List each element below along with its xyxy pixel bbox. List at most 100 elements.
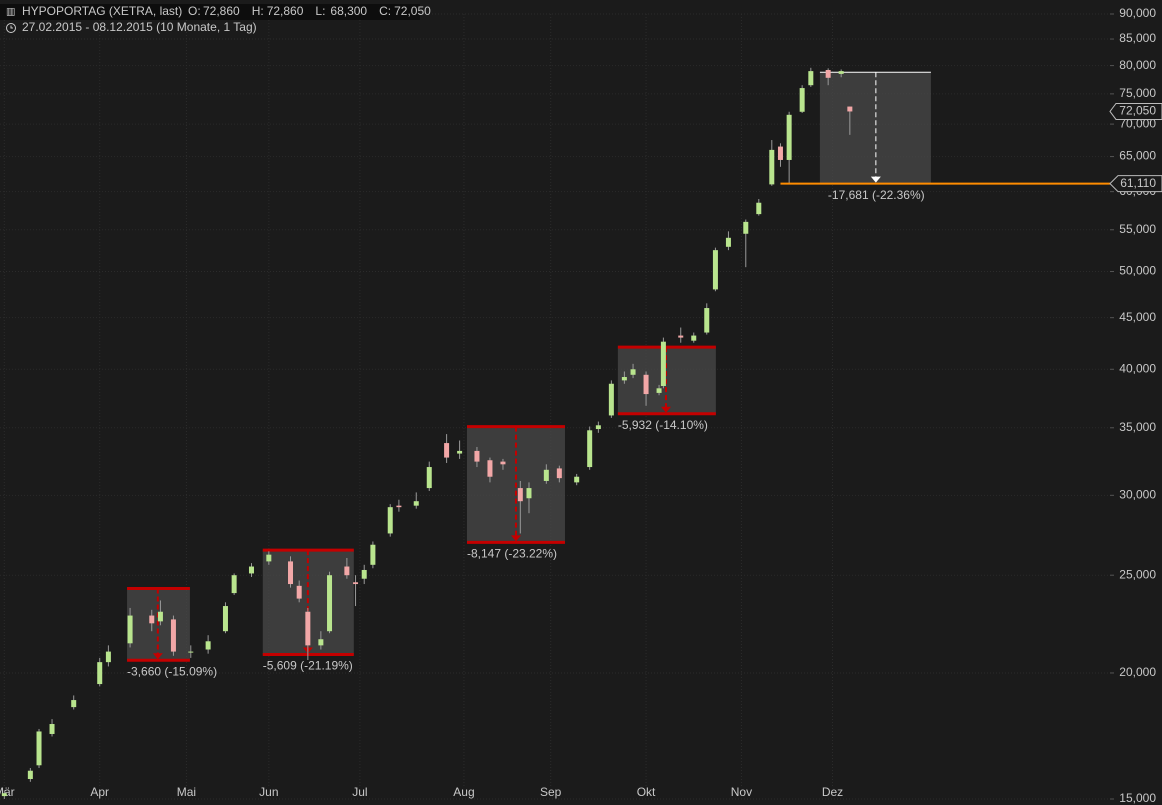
candle-body [170, 619, 176, 652]
candle-body [691, 335, 697, 341]
quote-key: H: [252, 4, 264, 18]
quote-key: C: [379, 4, 391, 18]
x-tick-label: Mär [0, 785, 15, 799]
drawdown-label: -3,660 (-15.09%) [127, 664, 217, 678]
candle-body [756, 202, 762, 215]
candle-body [157, 611, 163, 622]
candle-body [318, 639, 324, 646]
candle-body [487, 460, 493, 477]
candle-body [474, 450, 480, 462]
quote-value: 72,050 [394, 4, 431, 18]
candle-body [526, 488, 532, 499]
x-tick-label: Dez [822, 785, 843, 799]
candle-body [71, 700, 77, 708]
candle-body [799, 88, 805, 112]
candle-body [344, 566, 350, 576]
y-tick-label: 40,000 [1119, 361, 1156, 375]
candle-body [838, 71, 844, 74]
chart-icon: ▥ [6, 7, 15, 18]
last-price-tag [1109, 102, 1162, 120]
quote-value: 72,860 [267, 4, 304, 18]
drawdown-label: -17,681 (-22.36%) [828, 188, 925, 202]
candle-body [396, 505, 402, 508]
arrow-head [661, 406, 671, 413]
candle-body [105, 651, 111, 663]
candle-body [266, 554, 272, 562]
candle-body [704, 308, 710, 333]
candle-body [725, 237, 731, 247]
candle-body [825, 70, 831, 78]
candle-body [296, 585, 302, 599]
candle-body [353, 582, 359, 585]
candle-body [808, 71, 814, 86]
y-tick-label: 20,000 [1119, 665, 1156, 679]
quote-value: 68,300 [330, 4, 367, 18]
quote-value: 72,860 [203, 4, 240, 18]
candle-body [327, 575, 333, 632]
y-tick-label: 65,000 [1119, 149, 1156, 163]
x-tick-label: Mai [177, 785, 196, 799]
arrow-head [152, 653, 163, 660]
y-tick-label: 85,000 [1119, 31, 1156, 45]
candle-body [1, 793, 7, 797]
arrow-head [870, 176, 881, 183]
candle-body [127, 615, 133, 644]
candle-body [188, 651, 194, 653]
header-bg [0, 4, 420, 20]
drawdown-label: -5,609 (-21.19%) [263, 659, 353, 673]
y-tick-label: 80,000 [1119, 58, 1156, 72]
candle-body [426, 467, 432, 489]
y-tick-label: 50,000 [1119, 264, 1156, 278]
x-tick-label: Apr [90, 785, 109, 799]
candle-body [777, 146, 783, 160]
y-tick-label: 35,000 [1119, 420, 1156, 434]
candle-body [444, 443, 450, 458]
candle-body [595, 425, 601, 430]
y-tick-label: 15,000 [1119, 791, 1156, 805]
candle-body [660, 341, 666, 387]
quote-key: O: [188, 4, 201, 18]
candle-body [608, 383, 614, 416]
x-tick-label: Jul [352, 785, 367, 799]
candle-body [27, 770, 33, 780]
candle-body [288, 561, 294, 585]
candle-body [656, 388, 662, 393]
candle-body [556, 468, 562, 479]
drawdown-label: -8,147 (-23.22%) [467, 547, 557, 561]
arrow-head [510, 535, 521, 542]
candle-body [457, 450, 463, 454]
candle-body [743, 221, 749, 234]
candle-body [149, 615, 155, 624]
clock-hands [10, 25, 13, 29]
x-tick-label: Okt [637, 785, 656, 799]
date-range: 27.02.2015 - 08.12.2015 (10 Monate, 1 Ta… [22, 20, 257, 34]
candle-body [574, 476, 580, 483]
overlay: 61,110 72,050 [780, 102, 1162, 193]
y-tick-label: 75,000 [1119, 86, 1156, 100]
candle-body [222, 606, 228, 632]
last-price-label: 72,050 [1119, 104, 1156, 118]
candle-body [847, 106, 853, 112]
candle-body [643, 374, 649, 395]
drawdowns: -3,660 (-15.09%) -5,609 (-21.19%) -8,147 (… [127, 71, 931, 678]
candle-body [36, 731, 42, 766]
candle-body [769, 149, 775, 185]
candle-body [587, 430, 593, 468]
candle-body [678, 335, 684, 338]
clock-icon [6, 23, 16, 33]
y-tick-label: 30,000 [1119, 487, 1156, 501]
x-tick-label: Jun [259, 785, 278, 799]
candle-body [712, 250, 718, 290]
symbol: HYPOPORTAG (XETRA, last) [22, 4, 182, 18]
quote: O: 72,860 H: 72,860 L: 68,300 C: 72,050 [188, 4, 431, 18]
candle-body [97, 662, 103, 685]
candle-body [387, 507, 393, 534]
candle-body [205, 641, 211, 650]
candle-body [413, 501, 419, 506]
candle-body [543, 469, 549, 481]
candle-body [621, 377, 627, 381]
candles [1, 67, 853, 799]
